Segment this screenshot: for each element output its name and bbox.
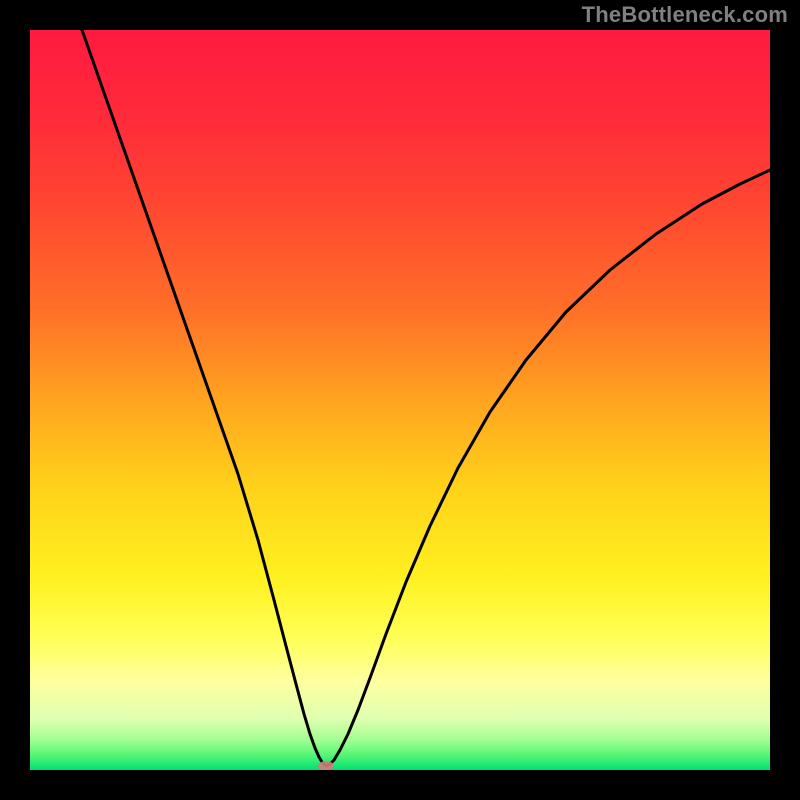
bottleneck-curve: [30, 30, 770, 770]
curve-line: [82, 30, 770, 766]
chart-frame: TheBottleneck.com: [0, 0, 800, 800]
watermark-text: TheBottleneck.com: [582, 2, 788, 28]
plot-area: [30, 30, 770, 770]
